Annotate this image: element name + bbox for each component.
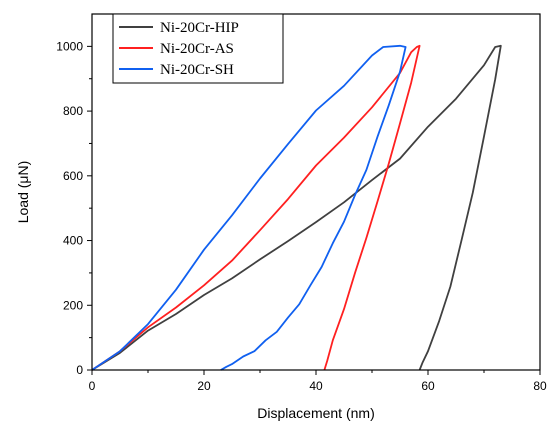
x-tick-label-0: 0	[89, 379, 96, 393]
y-tick-label-5: 1000	[56, 39, 83, 53]
y-tick-label-2: 400	[63, 234, 83, 248]
legend-label-1: Ni-20Cr-AS	[160, 41, 234, 57]
x-tick-label-4: 80	[533, 379, 547, 393]
legend-label-2: Ni-20Cr-SH	[160, 62, 234, 78]
legend: Ni-20Cr-HIP Ni-20Cr-AS Ni-20Cr-SH	[112, 13, 284, 84]
y-axis-title: Load (μN)	[15, 161, 31, 224]
x-tick-label-2: 40	[309, 379, 323, 393]
y-tick-label-1: 200	[63, 298, 83, 312]
series-line-2	[91, 44, 407, 371]
series-line-0	[91, 44, 502, 371]
x-axis-title: Displacement (nm)	[257, 405, 374, 421]
y-tick-label-3: 600	[63, 169, 83, 183]
y-tick-label-4: 800	[63, 104, 83, 118]
legend-label-0: Ni-20Cr-HIP	[160, 20, 239, 36]
series-layer	[91, 44, 502, 371]
x-tick-label-1: 20	[197, 379, 211, 393]
x-tick-label-3: 60	[421, 379, 435, 393]
y-tick-label-0: 0	[76, 363, 83, 377]
series-line-1	[91, 44, 421, 371]
